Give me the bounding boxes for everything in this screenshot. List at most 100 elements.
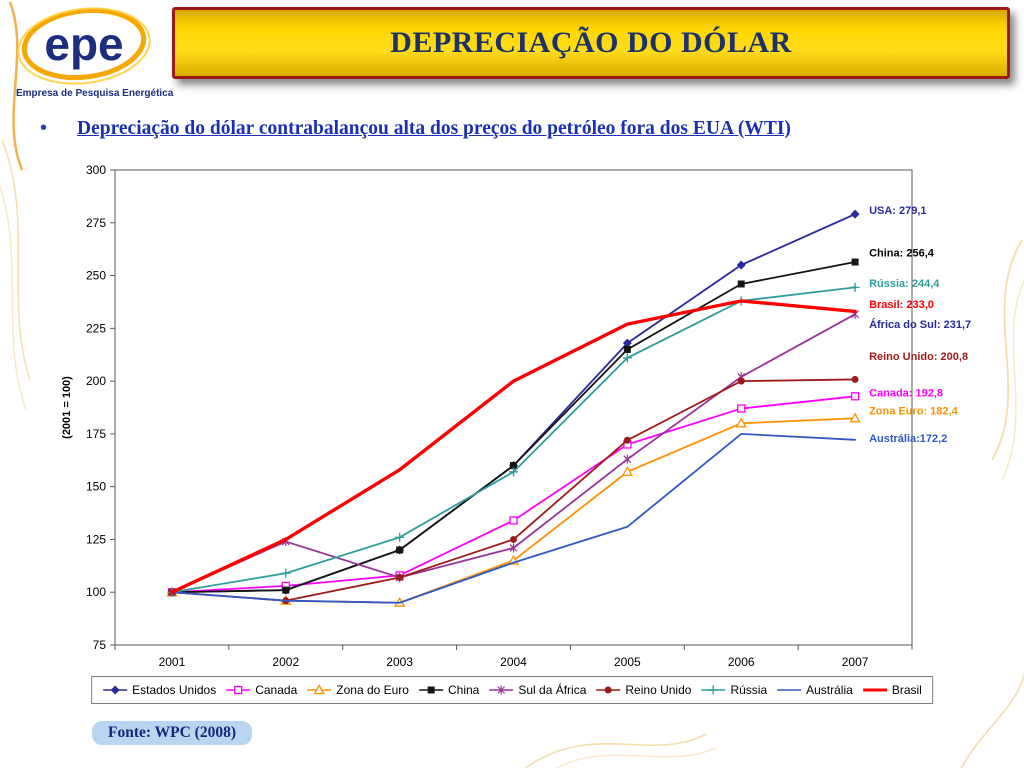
x-tick-label: 2005 — [614, 655, 641, 669]
series-end-label-reino-unido: Reino Unido: 200,8 — [869, 351, 968, 363]
marker-star — [623, 455, 632, 464]
swirl-bottom-left — [524, 733, 707, 768]
epe-logo-ring — [21, 7, 147, 81]
marker-diamond — [850, 209, 860, 219]
title-banner: DEPRECIAÇÃO DO DÓLAR — [172, 7, 1010, 79]
marker-circle — [396, 573, 404, 581]
marker-circle — [623, 436, 631, 444]
x-tick-label: 2004 — [500, 655, 527, 669]
marker-triangle-open — [735, 417, 747, 428]
legend-label-brasil: Brasil — [891, 683, 922, 697]
legend-marker-russia — [701, 685, 726, 695]
legend-marker-china — [418, 686, 443, 694]
legend-marker-australia — [777, 689, 802, 691]
series-line-australia — [171, 432, 856, 604]
x-tick-label: 2001 — [159, 655, 186, 669]
marker-square-open — [737, 404, 746, 413]
legend-label-reino-unido: Reino Unido — [625, 683, 692, 697]
legend-marker-brasil — [862, 688, 887, 692]
epe-logo-mark: epe — [17, 7, 151, 85]
legend-item-reino-unido: Reino Unido — [595, 683, 691, 697]
legend-label-australia: Austrália — [806, 683, 853, 697]
marker-star — [851, 310, 859, 319]
series-end-label-china: China: 256,4 — [869, 247, 935, 259]
marker-square — [851, 258, 859, 266]
series-line-brasil — [170, 299, 857, 594]
marker-diamond — [622, 338, 632, 348]
series-end-label-australia: Austrália:172,2 — [869, 433, 947, 445]
legend-item-china: China — [418, 683, 479, 697]
y-tick-label: 125 — [86, 532, 106, 546]
marker-square — [737, 280, 745, 288]
marker-diamond — [736, 260, 746, 270]
marker-circle — [851, 375, 859, 383]
line-chart: 75 100 125 150 175 200 225 250 275 300 2001 2002 200… — [61, 163, 971, 669]
epe-logo-ring-outer — [17, 7, 151, 85]
chart-legend: Estados Unidos Canada Zona do Euro China Sul… — [91, 676, 933, 704]
legend-item-zona-do-euro: Zona do Euro — [306, 683, 409, 697]
y-tick-label: 300 — [86, 163, 106, 177]
source-text: Fonte: WPC (2008) — [108, 724, 236, 741]
y-tick-label: 250 — [86, 269, 106, 283]
y-tick-label: 200 — [86, 374, 106, 388]
slide-title: DEPRECIAÇÃO DO DÓLAR — [390, 26, 792, 59]
marker-circle — [737, 377, 745, 385]
marker-square — [623, 345, 631, 353]
legend-label-sul-da-africa: Sul da África — [518, 683, 587, 697]
legend-label-zona-do-euro: Zona do Euro — [336, 683, 409, 697]
legend-label-china: China — [447, 683, 480, 697]
series-end-label-russia: Rússia: 244,4 — [869, 278, 940, 290]
swirl-left-2 — [0, 183, 27, 411]
y-axis-title: (2001 = 100) — [61, 376, 73, 439]
marker-triangle-open — [313, 684, 325, 695]
series-end-label-estados-unidos: USA: 279,1 — [869, 205, 926, 217]
legend-item-sul-da-africa: Sul da África — [488, 683, 586, 697]
legend-marker-sul-da-africa — [489, 685, 514, 695]
series-end-label-zona-do-euro: Zona Euro: 182,4 — [869, 406, 959, 418]
epe-logo-subtitle: Empresa de Pesquisa Energética — [16, 88, 174, 99]
marker-square — [510, 462, 517, 470]
legend-label-canada: Canada — [255, 683, 298, 697]
legend-item-russia: Rússia — [700, 683, 767, 697]
legend-item-brasil: Brasil — [862, 683, 922, 697]
series-brasil — [170, 299, 857, 594]
series-end-label-sul-da-africa: África do Sul: 231,7 — [869, 318, 971, 331]
source-note: Fonte: WPC (2008) — [92, 721, 252, 745]
y-tick-label: 100 — [86, 585, 106, 599]
y-tick-label: 275 — [86, 216, 106, 230]
legend-item-estados-unidos: Estados Unidos — [102, 683, 216, 697]
series-australia — [171, 432, 856, 604]
marker-square — [427, 686, 435, 694]
series-end-label-brasil: Brasil: 233,0 — [869, 299, 934, 311]
marker-square — [396, 546, 404, 554]
marker-square — [282, 586, 290, 594]
marker-square-open — [234, 685, 243, 695]
legend-item-australia: Austrália — [776, 683, 853, 697]
epe-logo-text: epe — [44, 18, 123, 70]
bullet-marker: • — [40, 117, 48, 139]
legend-item-canada: Canada — [225, 683, 297, 697]
swirl-left — [1, 139, 31, 381]
epe-logo: epe Empresa de Pesquisa Energética — [8, 4, 173, 116]
legend-marker-estados-unidos — [103, 685, 128, 695]
legend-label-russia: Rússia — [730, 683, 768, 697]
x-tick-label: 2002 — [272, 655, 299, 669]
marker-triangle-open — [621, 466, 633, 477]
plot-area — [114, 169, 913, 646]
x-tick-label: 2007 — [842, 655, 869, 669]
x-tick-label: 2006 — [728, 655, 755, 669]
marker-diamond — [110, 685, 120, 695]
marker-circle — [604, 686, 612, 694]
legend-marker-canada — [226, 685, 251, 695]
y-tick-label: 75 — [93, 638, 107, 652]
bullet-text: Depreciação do dólar contrabalançou alta… — [77, 118, 791, 139]
y-tick-label: 175 — [86, 427, 106, 441]
swirl-bottom-left-2 — [555, 747, 717, 768]
legend-marker-zona-do-euro — [307, 684, 332, 695]
marker-square-open — [509, 516, 518, 525]
marker-circle — [510, 535, 517, 543]
bullet-row: • Depreciação do dólar contrabalançou al… — [40, 118, 990, 140]
legend-label-estados-unidos: Estados Unidos — [132, 683, 217, 697]
marker-star — [509, 543, 518, 552]
